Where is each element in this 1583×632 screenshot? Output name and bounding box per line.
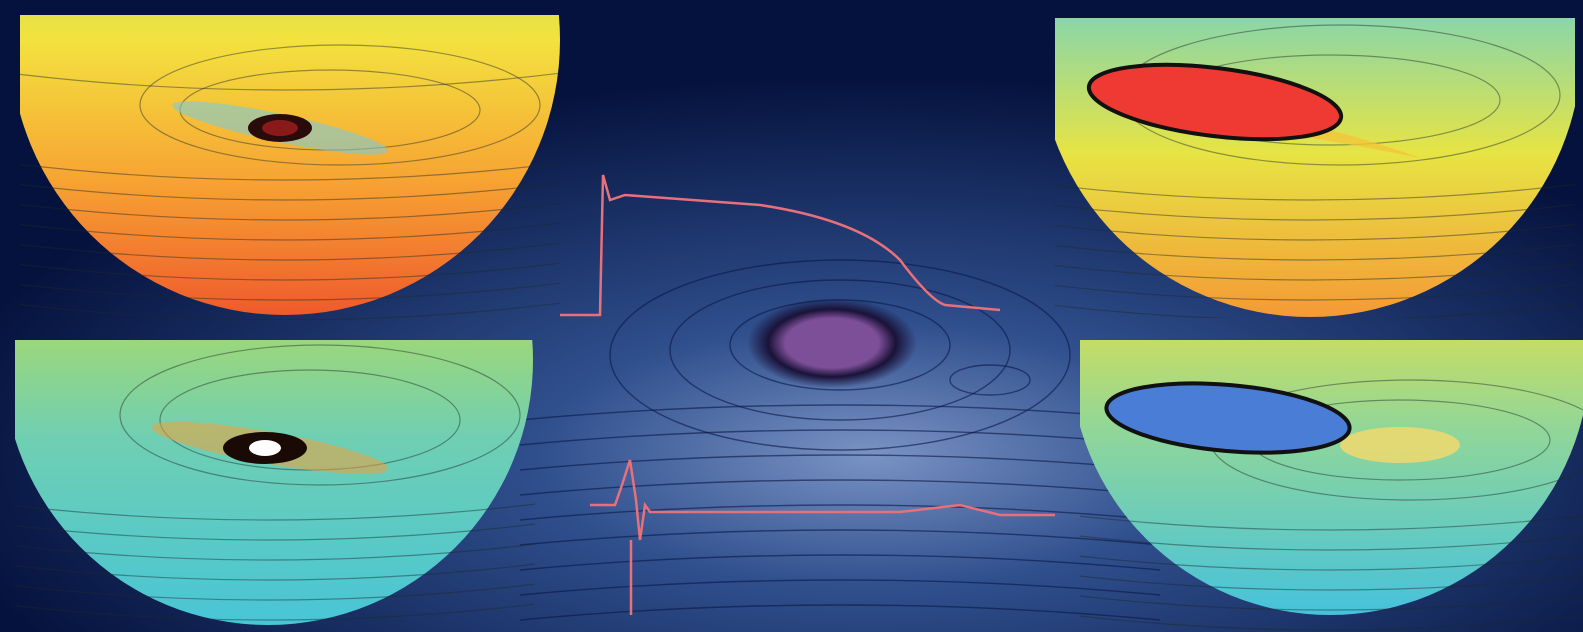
ecg-trace: [590, 459, 1055, 541]
panel-top-right: [1055, 18, 1575, 318]
action-potential-trace: [560, 174, 1001, 317]
panel-bottom-right: [1080, 340, 1583, 631]
panel-top-left: [20, 15, 560, 320]
background-contours: [519, 259, 1161, 621]
panel-bottom-left: [15, 340, 535, 625]
center-blob: [747, 298, 917, 388]
